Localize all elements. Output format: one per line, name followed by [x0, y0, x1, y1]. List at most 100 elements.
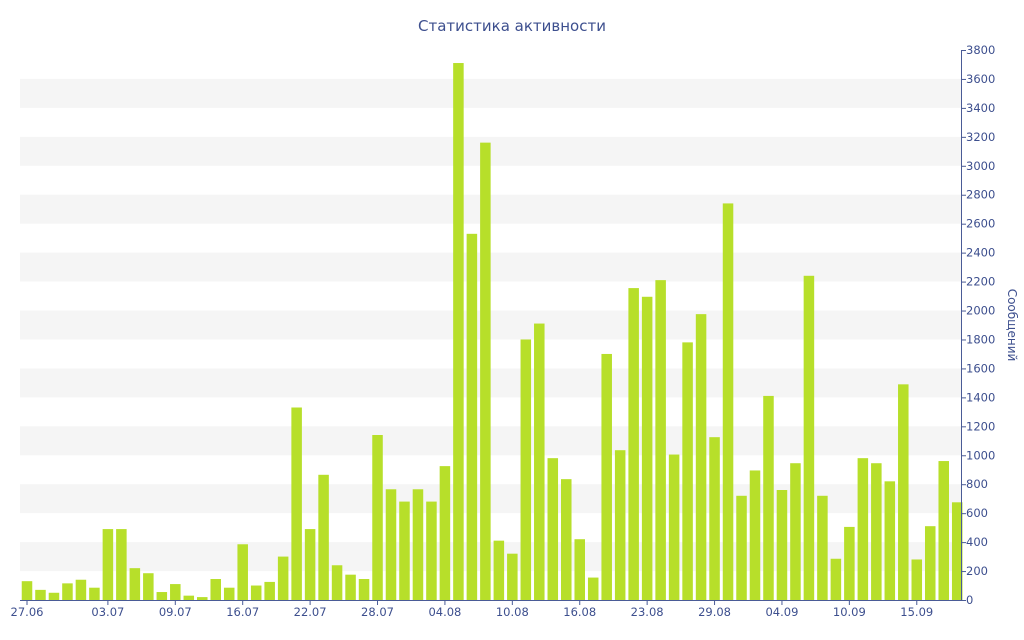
bar — [682, 342, 693, 600]
x-tick-label: 28.07 — [361, 605, 394, 619]
bar — [884, 481, 896, 600]
y-tick-label: 2800 — [966, 188, 995, 202]
bar — [48, 592, 60, 600]
bar — [655, 280, 666, 600]
bar — [102, 529, 114, 600]
bar — [399, 501, 410, 600]
bar — [601, 353, 612, 600]
bar — [372, 435, 383, 600]
bar — [466, 233, 478, 600]
bar — [722, 203, 734, 601]
bar — [830, 558, 842, 600]
bar — [857, 458, 869, 600]
x-tick-label: 16.07 — [226, 605, 259, 619]
y-tick-label: 600 — [966, 506, 988, 520]
bar — [790, 463, 801, 600]
x-tick-label: 16.08 — [563, 605, 596, 619]
y-tick-label: 1000 — [966, 448, 995, 462]
chart-title: Статистика активности — [418, 17, 606, 35]
bar — [520, 339, 532, 600]
bar — [561, 479, 572, 600]
x-tick-label: 04.09 — [765, 605, 798, 619]
y-tick-label: 3400 — [966, 101, 995, 115]
bar — [574, 539, 585, 600]
bar — [35, 589, 46, 600]
bar — [116, 529, 127, 600]
y-tick-label: 400 — [966, 535, 988, 549]
bar — [197, 597, 208, 600]
bar — [614, 450, 626, 600]
bar — [493, 540, 505, 600]
y-axis-label: Сообщений — [1005, 289, 1019, 362]
x-tick-label: 23.08 — [631, 605, 664, 619]
y-tick-label: 2000 — [966, 304, 995, 318]
y-tick-label: 2400 — [966, 246, 995, 260]
bars — [21, 63, 963, 601]
bar — [736, 495, 747, 600]
y-tick-label: 1800 — [966, 332, 995, 346]
x-tick-label: 09.07 — [159, 605, 192, 619]
x-tick-label: 22.07 — [294, 605, 327, 619]
x-tick-label: 10.08 — [496, 605, 529, 619]
y-tick-label: 3600 — [966, 72, 995, 86]
bar — [628, 288, 639, 600]
y-tick-label: 2200 — [966, 275, 995, 289]
bar — [911, 559, 923, 600]
bar — [938, 461, 949, 600]
x-tick-label: 27.06 — [11, 605, 44, 619]
bar — [291, 407, 302, 600]
x-tick-label: 29.08 — [698, 605, 731, 619]
bar — [776, 490, 788, 600]
y-tick-label: 3800 — [966, 43, 995, 57]
y-tick-label: 1600 — [966, 361, 995, 375]
bar — [803, 275, 815, 600]
y-tick-label: 1400 — [966, 390, 995, 404]
y-tick-label: 800 — [966, 477, 988, 491]
bar — [304, 529, 316, 600]
bar — [844, 526, 855, 600]
y-tick-label: 3200 — [966, 130, 995, 144]
bar — [89, 587, 100, 600]
bar — [534, 323, 545, 600]
bar — [412, 489, 424, 600]
bar — [129, 568, 141, 600]
x-axis-ticks: 27.06 03.07 09.07 16.07 22.07 28.07 04.08 10.08… — [11, 600, 933, 619]
bar — [453, 63, 464, 600]
bar — [223, 587, 235, 600]
bar — [345, 574, 356, 600]
bar — [507, 553, 518, 600]
bar — [547, 458, 559, 600]
bar — [210, 579, 221, 600]
bar — [587, 577, 599, 600]
bar — [385, 489, 397, 600]
bar — [143, 573, 154, 600]
x-tick-label: 03.07 — [91, 605, 124, 619]
bar — [318, 474, 329, 600]
bar — [763, 395, 774, 600]
bar — [237, 544, 248, 600]
bar — [817, 495, 828, 600]
y-tick-label: 0 — [966, 593, 973, 607]
y-tick-label: 1200 — [966, 419, 995, 433]
bar — [156, 592, 168, 600]
x-tick-label: 15.09 — [900, 605, 933, 619]
bar — [331, 565, 343, 600]
bar — [21, 581, 33, 600]
y-axis-ticks: 0 200 400 600 800 1000 1200 1400 1600 1800 2000 220… — [961, 43, 995, 607]
bar — [668, 454, 680, 600]
bar — [749, 470, 761, 600]
y-tick-label: 3000 — [966, 159, 995, 173]
bar — [170, 584, 181, 600]
bar — [264, 581, 275, 600]
bar — [641, 296, 653, 600]
bar — [62, 583, 73, 600]
bar — [277, 556, 289, 600]
bar — [951, 502, 963, 600]
bar — [480, 142, 491, 600]
grid-band — [20, 78, 961, 108]
bar — [183, 595, 195, 600]
x-tick-label: 04.08 — [428, 605, 461, 619]
y-tick-label: 2600 — [966, 217, 995, 231]
bar — [250, 585, 262, 600]
